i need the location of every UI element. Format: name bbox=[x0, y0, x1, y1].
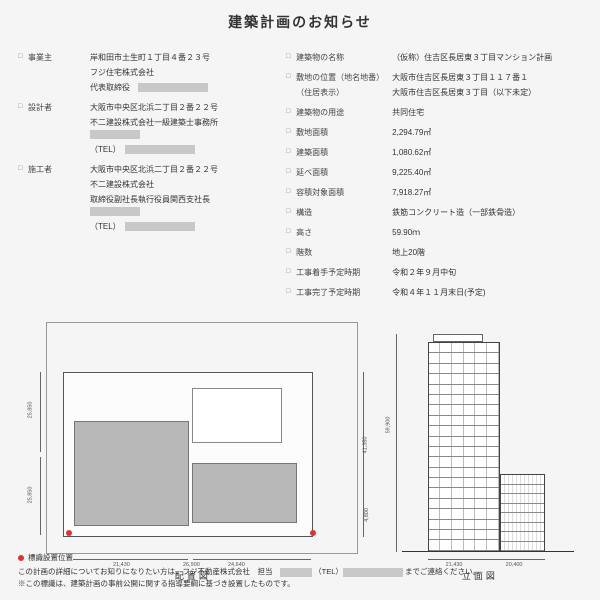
info-row: □階数地上20階 bbox=[286, 247, 582, 259]
left-column: □事業主岸和田市土生町１丁目４番２３号フジ住宅株式会社代表取締役 □設計者大阪市… bbox=[18, 44, 266, 302]
info-row: □建築面積1,080.62㎡ bbox=[286, 147, 582, 159]
info-row: □敷地の位置（地名地番）大阪市住吉区長居東３丁目１１７番１ bbox=[286, 72, 582, 84]
info-row: □敷地面積2,294.79㎡ bbox=[286, 127, 582, 139]
diagrams: 21,430 24,640 26,900 25,850 25,850 41,35… bbox=[18, 312, 582, 582]
info-row: （TEL） bbox=[18, 144, 266, 156]
info-row: （TEL） bbox=[18, 221, 266, 233]
info-row: □容積対象面積7,918.27㎡ bbox=[286, 187, 582, 199]
footer-line-2: ※この標識は、建築計画の事前公開に関する指導要綱に基づき設置したものです。 bbox=[18, 578, 582, 590]
info-row: □工事着手予定時期令和２年９月中旬 bbox=[286, 267, 582, 279]
info-row: 不二建設株式会社一級建築士事務所 bbox=[18, 117, 266, 141]
info-row: 代表取締役 bbox=[18, 82, 266, 94]
info-row: 取締役副社長執行役員関西支社長 bbox=[18, 194, 266, 218]
legend: 標識設置位置 bbox=[18, 552, 582, 564]
info-row: □工事完了予定時期令和４年１１月末日(予定) bbox=[286, 287, 582, 299]
marker-icon bbox=[310, 530, 316, 536]
site-plan: 21,430 24,640 26,900 25,850 25,850 41,35… bbox=[18, 312, 368, 582]
info-row: □高さ59.90ｍ bbox=[286, 227, 582, 239]
right-column: □建築物の名称（仮称）住吉区長居東３丁目マンション計画 □敷地の位置（地名地番）大… bbox=[286, 44, 582, 302]
info-row: □施工者大阪市中央区北浜二丁目２番２２号 bbox=[18, 164, 266, 176]
info-row: （住居表示）大阪市住吉区長居東３丁目（以下未定） bbox=[286, 87, 582, 99]
info-row: □建築物の名称（仮称）住吉区長居東３丁目マンション計画 bbox=[286, 52, 582, 64]
page-title: 建築計画のお知らせ bbox=[18, 12, 582, 32]
legend-dot-icon bbox=[18, 555, 24, 561]
legend-label: 標識設置位置 bbox=[28, 552, 73, 564]
marker-icon bbox=[66, 530, 72, 536]
elevation-view: 59,900 21,430 20,400 立面図 bbox=[378, 312, 582, 582]
footer-line-1: この計画の詳細についてお知りになりたい方は、フジ不動産株式会社 担当 （TEL）… bbox=[18, 566, 582, 578]
info-row: □構造鉄筋コンクリート造（一部鉄骨造） bbox=[286, 207, 582, 219]
info-row: □建築物の用途共同住宅 bbox=[286, 107, 582, 119]
info-row: 不二建設株式会社 bbox=[18, 179, 266, 191]
info-row: □設計者大阪市中央区北浜二丁目２番２２号 bbox=[18, 102, 266, 114]
info-row: □延べ面積9,225.40㎡ bbox=[286, 167, 582, 179]
info-row: フジ住宅株式会社 bbox=[18, 67, 266, 79]
footer: 標識設置位置 この計画の詳細についてお知りになりたい方は、フジ不動産株式会社 担… bbox=[18, 552, 582, 590]
info-grid: □事業主岸和田市土生町１丁目４番２３号フジ住宅株式会社代表取締役 □設計者大阪市… bbox=[18, 44, 582, 302]
info-row: □事業主岸和田市土生町１丁目４番２３号 bbox=[18, 52, 266, 64]
